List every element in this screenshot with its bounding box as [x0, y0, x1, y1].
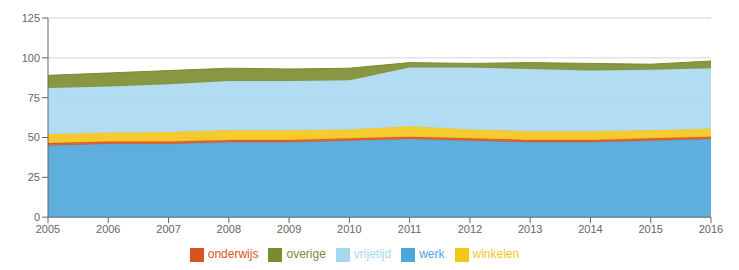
svg-text:125: 125 — [22, 12, 40, 24]
html-text:vrijetijd: vrijetijd — [353, 247, 392, 262]
svg-text:2012: 2012 — [458, 223, 482, 235]
svg-text:100: 100 — [22, 52, 40, 64]
svg-text:25: 25 — [28, 171, 40, 183]
svg-text:50: 50 — [28, 131, 40, 143]
svg-text:2009: 2009 — [277, 223, 301, 235]
svg-text:2010: 2010 — [337, 223, 361, 235]
html-text:overige: overige — [286, 247, 326, 262]
html-text:onderwijs: onderwijs — [207, 247, 259, 262]
svg-text:0: 0 — [34, 211, 40, 223]
svg-text:2016: 2016 — [699, 223, 723, 235]
svg-text:2008: 2008 — [217, 223, 241, 235]
svg-text:2014: 2014 — [578, 223, 602, 235]
svg-text:2015: 2015 — [638, 223, 662, 235]
html-text:winkelen: winkelen — [472, 247, 520, 262]
svg-text:2005: 2005 — [36, 223, 60, 235]
svg-text:2011: 2011 — [398, 223, 422, 235]
svg-text:2013: 2013 — [518, 223, 542, 235]
svg-text:2006: 2006 — [96, 223, 120, 235]
html-text:werk: werk — [419, 247, 445, 262]
svg-text:75: 75 — [28, 92, 40, 104]
svg-text:2007: 2007 — [156, 223, 180, 235]
